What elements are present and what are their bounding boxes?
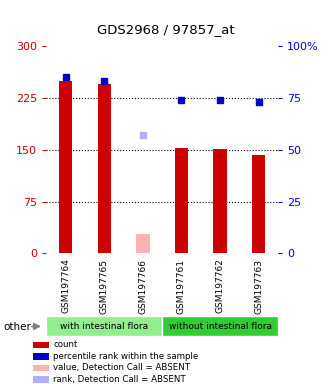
Text: value, Detection Call = ABSENT: value, Detection Call = ABSENT [53, 363, 190, 372]
Text: GSM197764: GSM197764 [61, 258, 70, 313]
Text: GSM197763: GSM197763 [254, 258, 263, 313]
Text: rank, Detection Call = ABSENT: rank, Detection Call = ABSENT [53, 375, 186, 384]
Text: GSM197765: GSM197765 [100, 258, 109, 313]
Text: without intestinal flora: without intestinal flora [168, 321, 272, 331]
Bar [213, 149, 227, 253]
Bar [46, 316, 162, 336]
Bar [136, 234, 150, 253]
Text: other: other [3, 322, 31, 332]
Text: GDS2968 / 97857_at: GDS2968 / 97857_at [97, 23, 234, 36]
Text: count: count [53, 340, 77, 349]
Text: GSM197761: GSM197761 [177, 258, 186, 313]
Bar [33, 353, 49, 359]
Bar [33, 342, 49, 348]
Text: GSM197762: GSM197762 [215, 258, 225, 313]
Bar [59, 81, 72, 253]
Bar [162, 316, 278, 336]
Text: GSM197766: GSM197766 [138, 258, 147, 313]
Text: percentile rank within the sample: percentile rank within the sample [53, 352, 198, 361]
Bar [33, 365, 49, 371]
Text: with intestinal flora: with intestinal flora [60, 321, 148, 331]
Bar [175, 148, 188, 253]
Bar [252, 155, 265, 253]
Bar [98, 84, 111, 253]
Bar [33, 376, 49, 382]
